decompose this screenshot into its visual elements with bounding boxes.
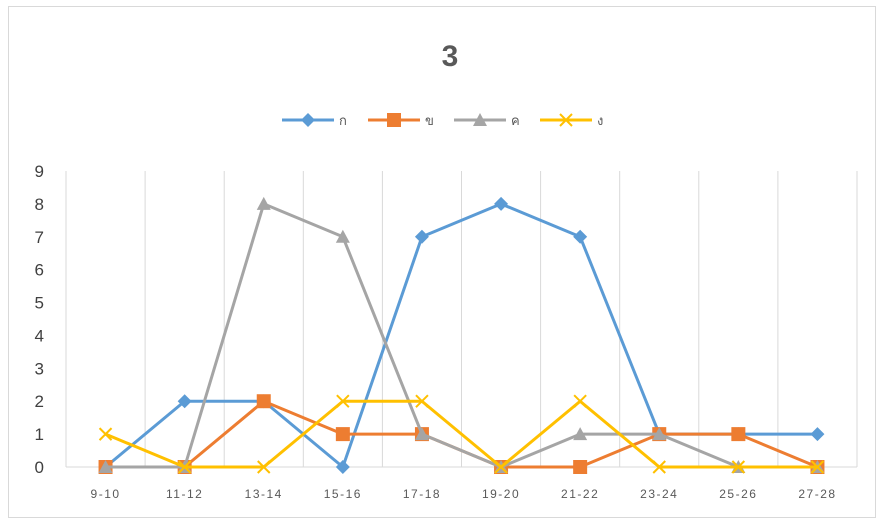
x-tick-label: 19-20	[482, 487, 520, 501]
data-point	[335, 229, 350, 243]
data-point	[414, 427, 429, 441]
legend-item: ง	[540, 113, 603, 129]
legend-item: ก	[282, 113, 347, 129]
x-axis-ticks: 9-10 11-12 13-14 15-16 17-18 19-20 21-22 23-24 2…	[91, 487, 836, 501]
data-point	[731, 460, 746, 474]
legend-item: ค	[454, 113, 520, 129]
y-tick-label: 3	[35, 359, 44, 378]
legend-label: ง	[597, 114, 603, 129]
data-point	[573, 427, 588, 441]
legend-marker	[301, 113, 315, 127]
y-tick-label: 9	[35, 162, 44, 181]
x-tick-label: 23-24	[640, 487, 678, 501]
data-point	[652, 427, 667, 441]
grid-lines	[65, 171, 858, 468]
legend-marker	[387, 113, 401, 127]
data-point	[177, 394, 192, 409]
data-point	[731, 427, 746, 442]
y-tick-label: 7	[35, 228, 44, 247]
legend-label: ข	[425, 114, 434, 129]
x-tick-label: 21-22	[561, 487, 599, 501]
data-point	[494, 460, 508, 474]
data-point	[256, 196, 271, 210]
data-point	[810, 427, 825, 442]
legend: กขคง	[282, 113, 603, 129]
data-point	[415, 394, 429, 408]
data-point	[573, 229, 588, 244]
y-tick-label: 1	[35, 425, 44, 444]
data-point	[336, 394, 350, 408]
x-tick-label: 11-12	[166, 487, 203, 501]
x-tick-label: 13-14	[245, 487, 283, 501]
data-point	[98, 460, 113, 473]
x-tick-label: 15-16	[324, 487, 362, 501]
x-tick-label: 17-18	[403, 487, 441, 501]
series-layer	[98, 196, 825, 474]
data-point	[177, 460, 192, 474]
x-tick-label: 25-26	[719, 487, 757, 501]
chart-title: 3	[442, 40, 459, 73]
y-tick-label: 5	[35, 294, 44, 313]
data-point	[257, 460, 271, 474]
data-point	[494, 196, 509, 211]
legend-label: ค	[511, 114, 520, 129]
x-tick-label: 27-28	[798, 487, 836, 501]
legend-marker	[473, 113, 487, 126]
data-point	[414, 229, 429, 244]
data-point	[573, 394, 587, 408]
y-tick-label: 4	[35, 326, 44, 345]
data-point	[810, 460, 825, 474]
data-point	[652, 460, 666, 474]
series-line	[105, 202, 818, 469]
data-point	[573, 460, 588, 474]
data-point	[256, 394, 271, 409]
series-4	[98, 394, 825, 474]
y-tick-label: 8	[35, 195, 44, 214]
y-tick-label: 0	[35, 458, 44, 477]
y-tick-label: 2	[35, 392, 44, 411]
y-axis-ticks: 0 1 2 3 4 5 6 7 8 9	[35, 162, 44, 477]
y-tick-label: 6	[35, 261, 44, 280]
data-point	[98, 427, 113, 441]
data-point	[335, 460, 350, 474]
data-point	[335, 427, 350, 442]
legend-item: ข	[368, 113, 434, 129]
legend-label: ก	[339, 114, 347, 129]
x-tick-label: 9-10	[91, 487, 121, 501]
legend-marker	[559, 113, 573, 127]
series-line	[104, 399, 818, 469]
